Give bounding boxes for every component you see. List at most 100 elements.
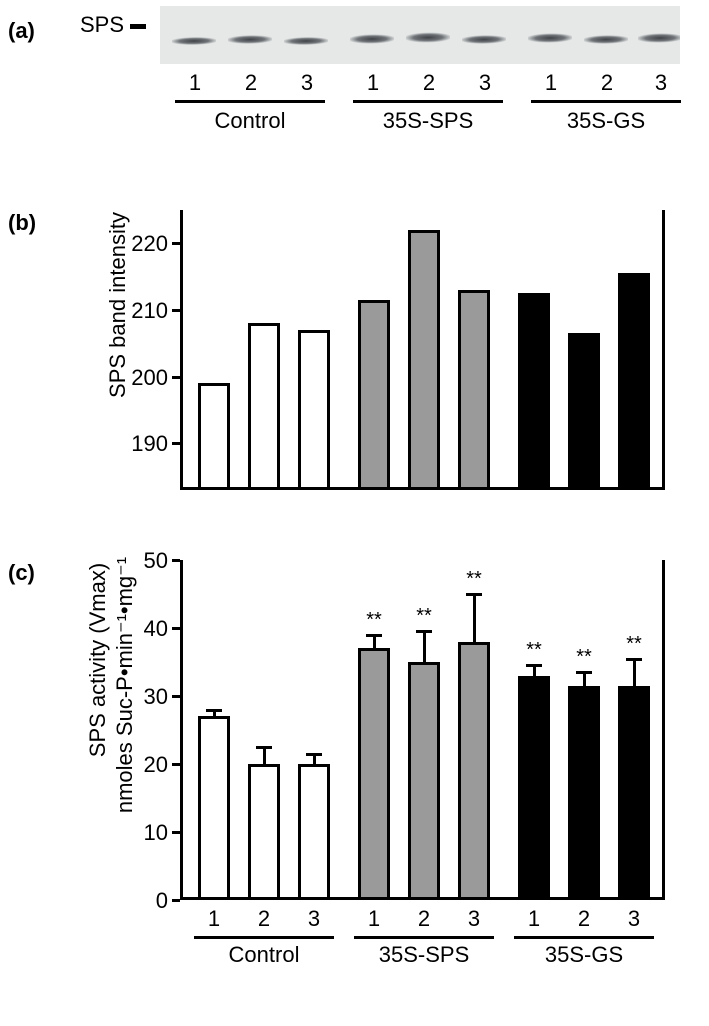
lane-number: 3 [292,70,322,96]
chart-bar [568,333,600,490]
y-axis [180,210,183,490]
panel-c-label: (c) [8,560,35,586]
error-bar-cap [626,658,642,661]
group-label: 35S-GS [514,942,654,968]
chart-bar [248,764,280,900]
chart-bar [358,300,390,490]
right-axis [662,560,665,900]
error-bar [473,594,476,642]
y-axis-label: SPS band intensity [105,165,131,445]
y-axis-label: SPS activity (Vmax) [85,490,111,830]
chart-bar [458,290,490,490]
lane-number: 3 [646,70,676,96]
western-blot [160,6,680,64]
chart-bar [358,648,390,900]
x-tick-label: 2 [248,906,280,932]
lane-number: 2 [592,70,622,96]
blot-band [172,36,216,47]
x-tick-label: 1 [358,906,390,932]
y-axis [180,560,183,900]
x-tick-label: 3 [618,906,650,932]
group-underline [353,100,503,103]
significance-marker: ** [514,639,554,662]
panel-a: SPS 1 2 3 1 2 3 1 2 3 Control 35S-SP [0,10,709,165]
lane-number: 2 [236,70,266,96]
significance-marker: ** [354,609,394,632]
error-bar-cap [306,753,322,756]
error-bar-cap [466,593,482,596]
error-bar-cap [416,630,432,633]
error-bar [583,672,586,686]
group-label: 35S-GS [531,108,681,134]
group-label: Control [175,108,325,134]
x-tick-label: 2 [408,906,440,932]
chart-bar [408,662,440,900]
error-bar [423,631,426,662]
blot-band [638,32,680,45]
chart-bar [618,273,650,490]
group-label: 35S-SPS [354,942,494,968]
significance-marker: ** [404,605,444,628]
blot-band [350,33,394,46]
y-tick [172,442,180,445]
chart-bar [568,686,600,900]
y-tick-label: 0 [120,888,168,914]
chart-bar [458,642,490,900]
error-bar-cap [576,671,592,674]
y-tick [172,899,180,902]
sps-marker [130,24,146,29]
lane-number: 1 [358,70,388,96]
group-label: Control [194,942,334,968]
chart-bar [518,676,550,900]
y-tick [172,695,180,698]
y-tick [172,763,180,766]
blot-band [528,32,572,45]
x-tick-label: 2 [568,906,600,932]
error-bar-cap [366,634,382,637]
error-bar [633,659,636,686]
group-underline [531,100,681,103]
x-tick-label: 3 [458,906,490,932]
blot-band [406,31,450,45]
y-tick [172,376,180,379]
blot-band [584,34,628,46]
lane-number: 1 [180,70,210,96]
x-tick-label: 1 [198,906,230,932]
y-tick [172,309,180,312]
y-tick [172,831,180,834]
blot-band [284,36,328,47]
chart-bar [298,330,330,490]
sps-row-label: SPS [80,12,124,38]
chart-bar [198,383,230,490]
error-bar-cap [526,664,542,667]
chart-bar [618,686,650,900]
blot-band [228,34,272,46]
chart-bar [408,230,440,490]
x-tick-label: 1 [518,906,550,932]
error-bar [373,635,376,649]
chart-bar [298,764,330,900]
group-underline [354,936,494,939]
chart-bar [518,293,550,490]
lane-number: 3 [470,70,500,96]
group-underline [194,936,334,939]
group-underline [514,936,654,939]
lane-number: 2 [414,70,444,96]
y-tick [172,559,180,562]
lane-number: 1 [536,70,566,96]
x-tick-label: 3 [298,906,330,932]
y-tick [172,242,180,245]
significance-marker: ** [454,568,494,591]
chart-bar [248,323,280,490]
group-underline [175,100,325,103]
significance-marker: ** [564,646,604,669]
y-axis-label: nmoles Suc-P•min⁻¹•mg⁻¹ [112,515,138,855]
panel-b-label: (b) [8,210,36,236]
group-label: 35S-SPS [353,108,503,134]
error-bar [263,747,266,764]
chart-bar [198,716,230,900]
blot-band [462,34,506,46]
error-bar-cap [206,709,222,712]
figure: (a) SPS 1 2 3 1 2 3 1 2 3 Cont [0,0,709,1026]
y-tick [172,627,180,630]
